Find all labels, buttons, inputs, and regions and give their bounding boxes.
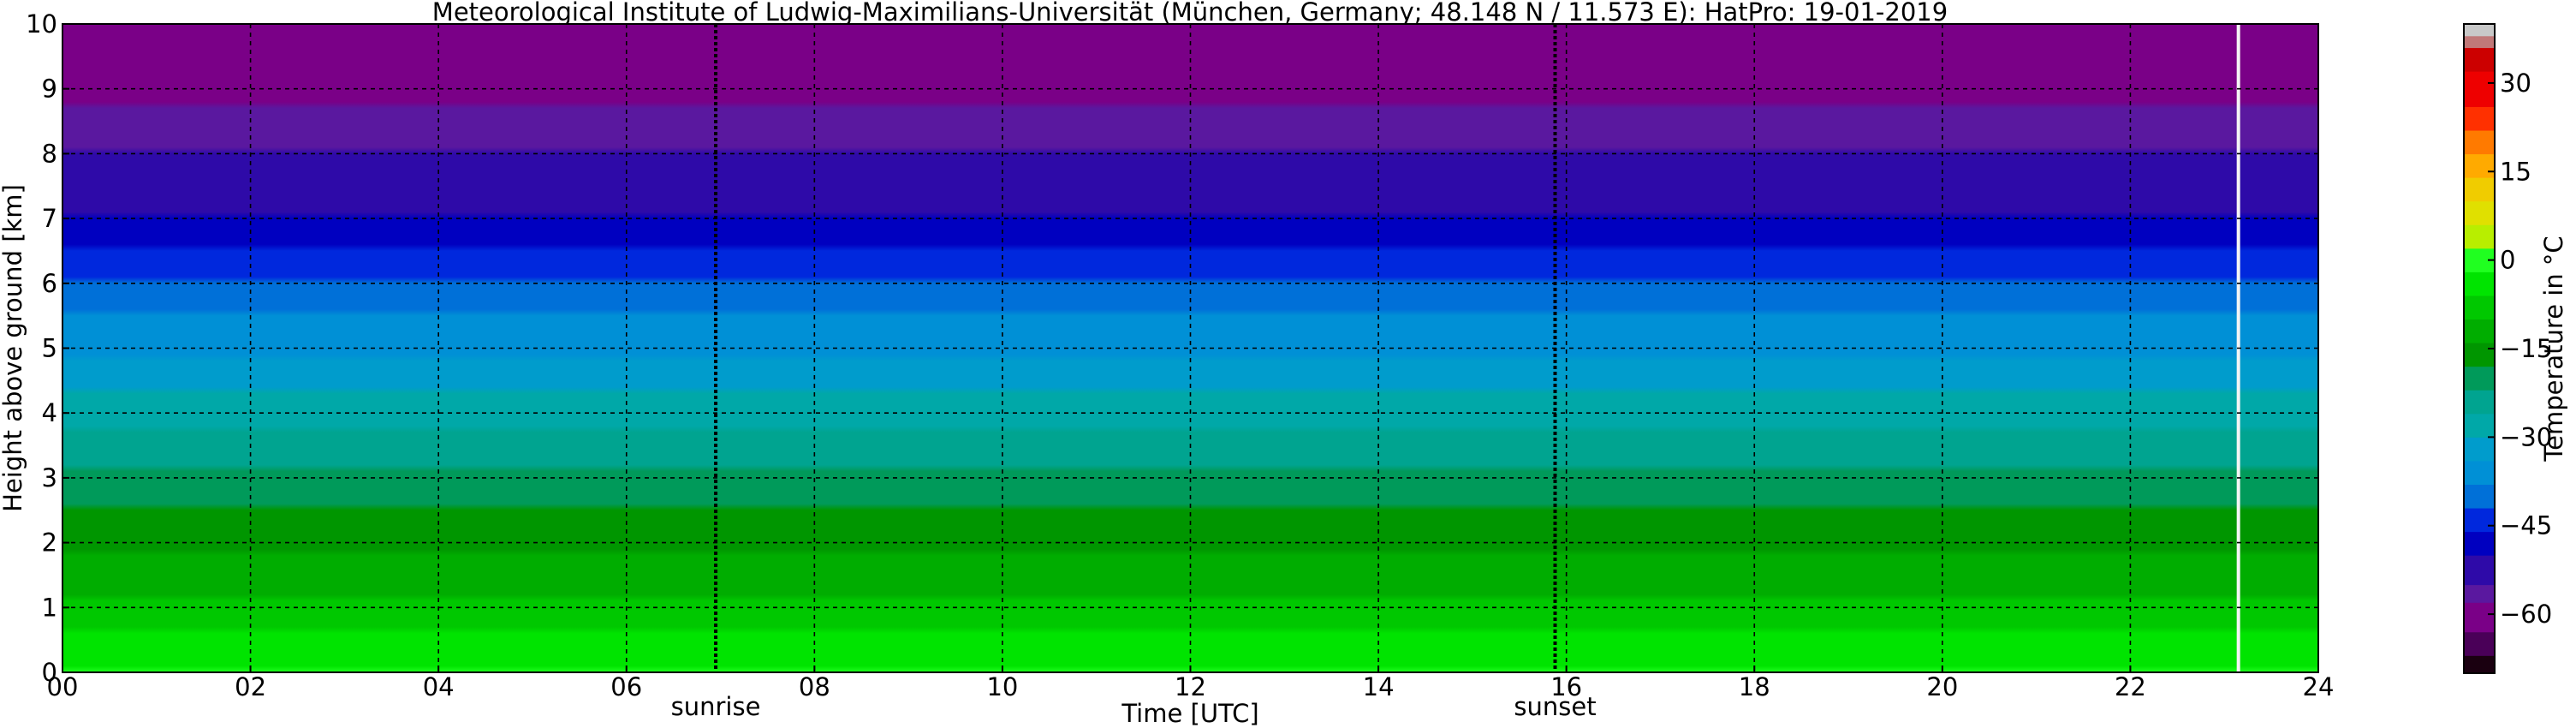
colorbar-segment xyxy=(2464,319,2495,343)
colorbar-segment xyxy=(2464,508,2495,533)
y-tick-label: 8 xyxy=(42,139,57,168)
colorbar-segment xyxy=(2464,366,2495,391)
colorbar-segment xyxy=(2464,631,2495,656)
colorbar-tick-label: 0 xyxy=(2500,246,2515,275)
x-tick-label: 16 xyxy=(1550,672,1582,701)
colorbar-segment xyxy=(2464,177,2495,202)
y-tick-label: 6 xyxy=(42,269,57,298)
colorbar-segment xyxy=(2464,153,2495,178)
colorbar-segment xyxy=(2464,531,2495,556)
colorbar-segment xyxy=(2464,24,2495,37)
x-tick-label: 22 xyxy=(2115,672,2146,701)
x-tick-label: 18 xyxy=(1739,672,1770,701)
sunset-label: sunset xyxy=(1514,692,1596,721)
colorbar-tick-label: −60 xyxy=(2500,600,2552,629)
x-tick-label: 08 xyxy=(799,672,830,701)
y-tick-label: 5 xyxy=(42,334,57,363)
colorbar-segment xyxy=(2464,295,2495,320)
x-tick-label: 14 xyxy=(1363,672,1395,701)
y-tick-label: 0 xyxy=(42,658,57,687)
y-tick-label: 10 xyxy=(26,9,57,39)
colorbar-segment xyxy=(2464,437,2495,462)
x-tick-label: 24 xyxy=(2303,672,2335,701)
x-tick-label: 10 xyxy=(986,672,1018,701)
colorbar-segment xyxy=(2464,555,2495,586)
colorbar-tick-label: −45 xyxy=(2500,511,2552,540)
y-tick-label: 9 xyxy=(42,75,57,104)
colorbar-segment xyxy=(2464,35,2495,49)
y-tick-label: 2 xyxy=(42,528,57,558)
colorbar-segment xyxy=(2464,130,2495,155)
x-tick-label: 12 xyxy=(1175,672,1206,701)
colorbar-segment xyxy=(2464,484,2495,509)
colorbar-segment xyxy=(2464,106,2495,131)
x-axis-label: Time [UTC] xyxy=(1121,699,1258,728)
event-lines: sunrise sunset xyxy=(671,24,1597,721)
chart-title: Meteorological Institute of Ludwig-Maxim… xyxy=(432,0,1948,27)
colorbar-tick-label: 30 xyxy=(2500,69,2531,98)
sunrise-label: sunrise xyxy=(671,692,761,721)
y-tick-label: 7 xyxy=(42,204,57,233)
y-tick-label: 4 xyxy=(42,398,57,427)
colorbar-tick-label: −15 xyxy=(2500,334,2552,363)
colorbar-segment xyxy=(2464,47,2495,72)
x-tick-label: 04 xyxy=(423,672,455,701)
x-tick-label: 06 xyxy=(610,672,642,701)
y-tick-label: 1 xyxy=(42,593,57,622)
colorbar-tick-label: −30 xyxy=(2500,422,2552,451)
colorbar-label: Temperature in °C xyxy=(2539,236,2568,462)
colorbar: −60 −45 −30 −15 0 15 30 xyxy=(2463,23,2552,674)
colorbar-segment xyxy=(2464,200,2495,225)
colorbar-segment xyxy=(2464,460,2495,485)
x-tick-label: 20 xyxy=(1926,672,1958,701)
colorbar-segment xyxy=(2464,584,2495,603)
colorbar-segment xyxy=(2464,602,2495,633)
colorbar-segment xyxy=(2464,224,2495,249)
colorbar-segment xyxy=(2464,343,2495,367)
colorbar-segment xyxy=(2464,413,2495,438)
colorbar-segment xyxy=(2464,390,2495,415)
colorbar-segment xyxy=(2464,71,2495,107)
y-tick-label: 3 xyxy=(42,463,57,492)
x-tick-label: 00 xyxy=(47,672,79,701)
x-tick-label: 02 xyxy=(235,672,266,701)
colorbar-tick-label: 15 xyxy=(2500,157,2531,186)
y-axis-label: Height above ground [km] xyxy=(0,184,27,512)
colorbar-segment xyxy=(2464,655,2495,674)
colorbar-segment xyxy=(2464,272,2495,296)
